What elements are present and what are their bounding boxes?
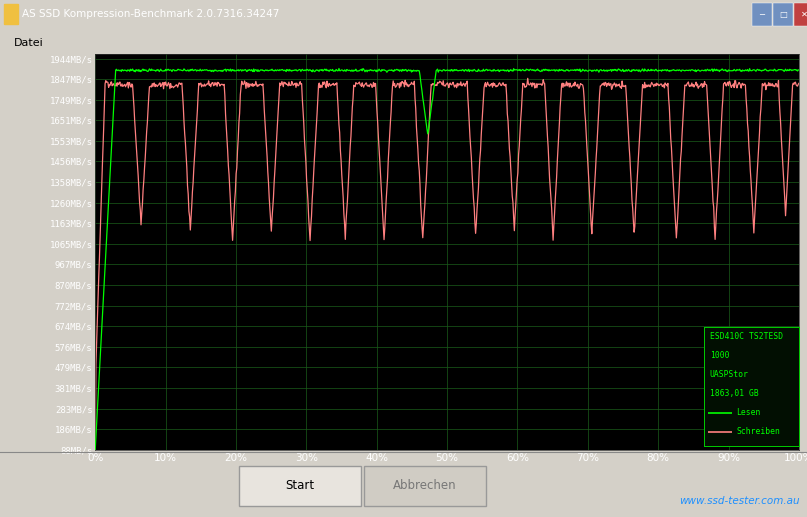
Text: Start: Start bbox=[286, 479, 315, 492]
Bar bbox=[752, 3, 772, 25]
Text: 1863,01 GB: 1863,01 GB bbox=[709, 389, 759, 398]
Text: ✕: ✕ bbox=[801, 10, 807, 19]
Text: ─: ─ bbox=[759, 10, 764, 19]
Text: □: □ bbox=[779, 10, 787, 19]
Bar bbox=[4, 4, 18, 24]
Bar bbox=[794, 3, 807, 25]
Text: Lesen: Lesen bbox=[736, 408, 761, 417]
Text: Schreiben: Schreiben bbox=[736, 427, 780, 436]
Bar bbox=[773, 3, 793, 25]
Text: Datei: Datei bbox=[14, 38, 44, 48]
Text: 1000: 1000 bbox=[709, 351, 730, 360]
Text: ESD410C TS2TESD: ESD410C TS2TESD bbox=[709, 332, 783, 341]
Text: Abbrechen: Abbrechen bbox=[393, 479, 457, 492]
Text: www.ssd-tester.com.au: www.ssd-tester.com.au bbox=[679, 496, 800, 506]
FancyBboxPatch shape bbox=[364, 466, 486, 506]
FancyBboxPatch shape bbox=[239, 466, 361, 506]
Text: AS SSD Kompression-Benchmark 2.0.7316.34247: AS SSD Kompression-Benchmark 2.0.7316.34… bbox=[22, 9, 279, 19]
Text: UASPStor: UASPStor bbox=[709, 370, 749, 379]
